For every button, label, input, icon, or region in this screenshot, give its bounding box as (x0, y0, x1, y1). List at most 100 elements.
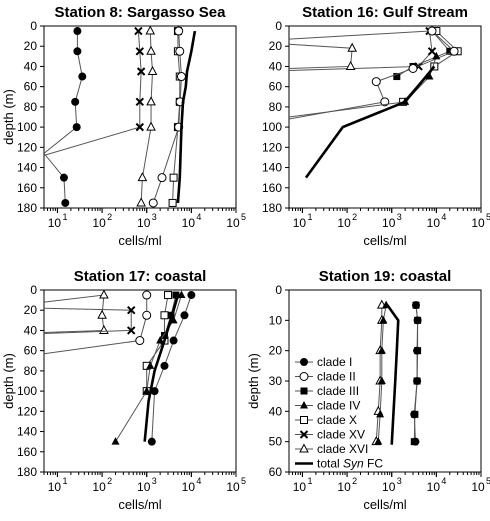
series-line-cladeIV (377, 305, 387, 442)
data-point-cladeXVI (347, 42, 357, 52)
data-point-cladeII (427, 26, 437, 36)
data-point-cladeII (408, 63, 418, 73)
data-point-cladeIV (146, 361, 155, 369)
data-point-cladeI (180, 311, 189, 320)
data-point-cladeXV (127, 326, 136, 335)
y-tick-label: 160 (262, 181, 282, 195)
y-tick-label: 180 (17, 201, 37, 215)
panel-3: Station 17: coastal 0 20 40 60 80 100 120 140 160… (1, 268, 246, 512)
series-total (176, 30, 197, 204)
y-tick-label: 0 (275, 19, 282, 33)
series-cladeXVI (289, 42, 357, 70)
data-point-cladeIII (160, 332, 168, 339)
y-tick-label: 20 (24, 303, 38, 317)
data-point-cladeXV (135, 122, 145, 132)
y-tick-label: 140 (17, 161, 37, 175)
data-point-cladeII (135, 336, 145, 346)
y-axis-label: depth (m) (1, 89, 16, 145)
legend-label: clade XV (317, 428, 365, 442)
series-cladeIII (410, 301, 422, 446)
legend-item-cladeIII: clade III (295, 384, 359, 398)
x-axis-label: cells/ml (363, 233, 406, 248)
x-tick-exponent: 2 (352, 476, 357, 486)
x-tick-exponent: 5 (241, 212, 246, 222)
series-line-cladeXV (44, 31, 142, 156)
legend-item-cladeI: clade I (295, 355, 352, 369)
series-line-cladeXVI (44, 294, 105, 333)
x-tick-exponent: 5 (486, 212, 490, 222)
data-point-cladeIV (169, 315, 178, 324)
series-cladeIV (374, 300, 391, 445)
x-tick-label: 10 (137, 480, 151, 494)
x-tick-label: 10 (337, 480, 351, 494)
y-axis-label: depth (m) (246, 353, 261, 409)
y-tick-label: 160 (17, 181, 37, 195)
series-cladeII (289, 26, 459, 120)
y-tick-label: 120 (17, 140, 37, 154)
y-tick-label: 60 (24, 80, 38, 94)
series-cladeIV (289, 51, 441, 118)
panel-1: Station 8: Sargasso Sea02040608010012014… (1, 4, 246, 248)
x-tick-label: 10 (48, 480, 62, 494)
series-cladeXV (44, 306, 136, 335)
data-point-cladeX (168, 198, 177, 207)
series-cladeI (44, 27, 87, 207)
data-point-cladeIV (379, 315, 388, 324)
x-tick-label: 10 (337, 216, 351, 230)
x-tick-exponent: 2 (107, 476, 112, 486)
x-axis-label: cells/ml (363, 497, 406, 512)
legend-swatch (300, 401, 308, 409)
data-point-cladeI (61, 198, 70, 207)
data-point-cladeIV (377, 346, 386, 354)
x-tick-exponent: 3 (152, 212, 157, 222)
x-tick-exponent: 3 (152, 476, 157, 486)
y-tick-label: 80 (24, 100, 38, 114)
y-tick-label: 0 (30, 283, 37, 297)
data-point-cladeX (169, 173, 178, 182)
data-point-cladeI (73, 27, 82, 36)
y-tick-label: 60 (269, 80, 283, 94)
data-point-cladeIII (413, 377, 421, 385)
x-tick-exponent: 4 (441, 212, 446, 222)
y-tick-label: 40 (269, 404, 283, 418)
x-tick-label: 10 (182, 216, 196, 230)
x-tick-exponent: 4 (196, 476, 201, 486)
data-point-cladeII (371, 77, 381, 87)
y-tick-label: 40 (269, 59, 283, 73)
series-line-cladeII (289, 30, 456, 120)
legend-item-total: total Syn FC (295, 457, 383, 471)
x-tick-label: 10 (92, 216, 106, 230)
data-point-cladeI (160, 361, 169, 370)
data-point-cladeI (150, 387, 159, 396)
data-point-cladeXVI (147, 65, 158, 75)
data-point-cladeIV (177, 290, 186, 299)
x-tick-exponent: 2 (107, 212, 112, 222)
data-point-cladeIII (393, 73, 401, 81)
y-tick-label: 60 (24, 344, 38, 358)
data-point-cladeXV (135, 47, 145, 56)
x-tick-exponent: 4 (441, 476, 446, 486)
data-point-cladeI (59, 173, 68, 182)
y-tick-label: 80 (269, 100, 283, 114)
data-point-cladeIV (374, 437, 383, 445)
data-point-cladeIII (414, 347, 422, 355)
x-tick-exponent: 3 (397, 476, 402, 486)
data-point-cladeIV (376, 409, 385, 418)
data-point-cladeXVI (99, 289, 109, 299)
data-point-cladeX (160, 311, 169, 320)
y-tick-label: 40 (24, 59, 38, 73)
data-point-cladeX (164, 291, 173, 300)
y-tick-label: 80 (24, 364, 38, 378)
data-point-cladeXVI (97, 309, 107, 319)
y-tick-label: 50 (269, 435, 283, 449)
data-point-cladeXVI (136, 197, 146, 207)
data-point-cladeIII (411, 410, 419, 418)
data-point-cladeXV (134, 26, 143, 36)
series-line-total (176, 30, 197, 204)
series-line-cladeIV (115, 294, 182, 442)
x-tick-exponent: 2 (352, 212, 357, 222)
legend-label: clade II (317, 370, 356, 384)
data-point-cladeXVI (99, 324, 109, 334)
legend-swatch (300, 416, 308, 424)
